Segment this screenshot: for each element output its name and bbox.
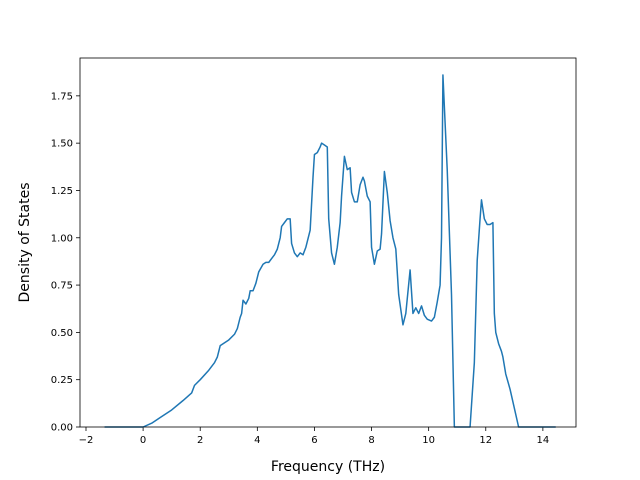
y-tick-label: 0.00 xyxy=(51,423,73,434)
y-tick-label: 0.50 xyxy=(51,328,73,339)
y-tick-label: 1.25 xyxy=(51,186,73,197)
x-tick-label: −2 xyxy=(79,435,94,446)
x-tick-label: 10 xyxy=(422,435,435,446)
y-tick-label: 0.25 xyxy=(51,375,73,386)
x-axis-label: Frequency (THz) xyxy=(271,459,385,475)
y-tick-label: 1.75 xyxy=(51,91,73,102)
y-tick-label: 1.50 xyxy=(51,139,73,150)
y-tick-label: 1.00 xyxy=(51,233,73,244)
x-tick-label: 12 xyxy=(479,435,492,446)
plot-frame xyxy=(79,57,577,428)
y-tick-label: 0.75 xyxy=(51,281,73,292)
x-tick-label: 2 xyxy=(197,435,203,446)
y-axis-label: Density of States xyxy=(17,183,33,303)
data-line xyxy=(104,74,556,428)
x-tick-label: 8 xyxy=(368,435,374,446)
x-tick-label: 6 xyxy=(311,435,317,446)
x-tick-label: 0 xyxy=(140,435,146,446)
x-tick-label: 4 xyxy=(254,435,260,446)
x-tick-label: 14 xyxy=(537,435,550,446)
